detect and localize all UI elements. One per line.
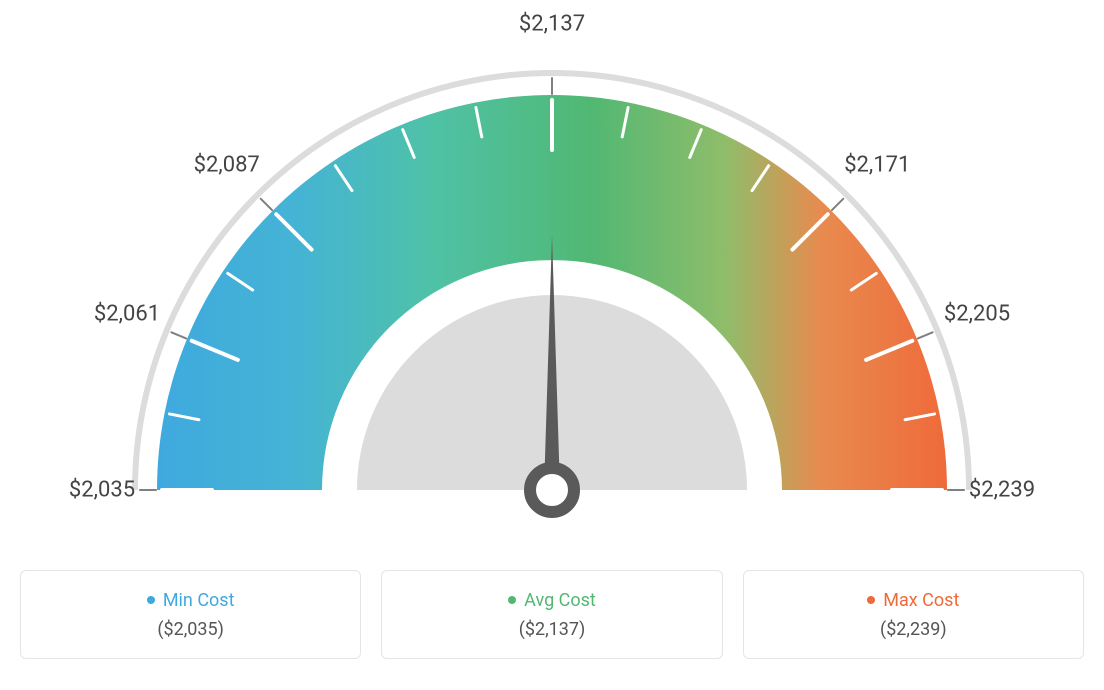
gauge-tick-label: $2,239: [969, 478, 1035, 503]
legend-dot-icon: [508, 596, 516, 604]
legend-title: Avg Cost: [508, 590, 596, 611]
gauge-svg: [20, 20, 1084, 540]
gauge-tick-label: $2,205: [944, 301, 1010, 326]
gauge-tick-label: $2,035: [69, 478, 135, 503]
gauge-tick-label: $2,061: [94, 301, 160, 326]
legend-row: Min Cost ($2,035) Avg Cost ($2,137) Max Cost…: [20, 570, 1084, 659]
legend-label: Min Cost: [163, 590, 235, 611]
legend-value: ($2,035): [31, 619, 350, 640]
legend-title: Max Cost: [867, 590, 959, 611]
legend-card: Max Cost ($2,239): [743, 570, 1084, 659]
legend-label: Max Cost: [883, 590, 959, 611]
gauge-tick-label: $2,137: [519, 12, 585, 37]
legend-card: Avg Cost ($2,137): [381, 570, 722, 659]
legend-value: ($2,137): [392, 619, 711, 640]
legend-dot-icon: [147, 596, 155, 604]
legend-title: Min Cost: [147, 590, 235, 611]
chart-container: $2,035$2,061$2,087$2,137$2,171$2,205$2,2…: [20, 20, 1084, 659]
legend-card: Min Cost ($2,035): [20, 570, 361, 659]
gauge-wrapper: $2,035$2,061$2,087$2,137$2,171$2,205$2,2…: [20, 20, 1084, 540]
gauge-needle-hub: [530, 468, 574, 512]
gauge-tick-label: $2,171: [844, 152, 910, 177]
gauge-tick-label: $2,087: [194, 152, 260, 177]
legend-label: Avg Cost: [524, 590, 596, 611]
legend-value: ($2,239): [754, 619, 1073, 640]
legend-dot-icon: [867, 596, 875, 604]
